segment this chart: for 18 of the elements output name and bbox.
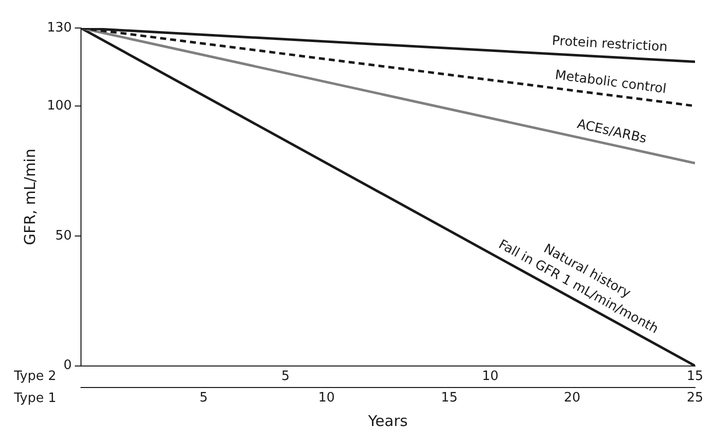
x2-tick-label: 5 — [281, 368, 290, 384]
y-tick-label: 50 — [55, 228, 72, 244]
y-axis-title: GFR, mL/min — [20, 148, 39, 246]
x-axis-title: Years — [367, 412, 408, 430]
x-tick-label: 20 — [564, 390, 580, 406]
y-tick-label: 100 — [46, 98, 72, 114]
x-tick-label: 15 — [441, 390, 458, 406]
text: Type 2 — [13, 369, 56, 384]
x2-tick-label: 15 — [686, 368, 704, 384]
x-tick-label: 10 — [318, 390, 335, 406]
text: Type 1 — [13, 390, 56, 406]
series-label: Protein restriction — [552, 34, 668, 56]
y-tick-label: 130 — [46, 20, 72, 36]
text: Metabolic control — [554, 68, 668, 98]
x2-tick-label: 10 — [482, 368, 499, 384]
x-tick-label: 5 — [200, 390, 208, 406]
x-tick-label: 25 — [686, 390, 704, 406]
y-tick-label: 0 — [64, 358, 72, 374]
